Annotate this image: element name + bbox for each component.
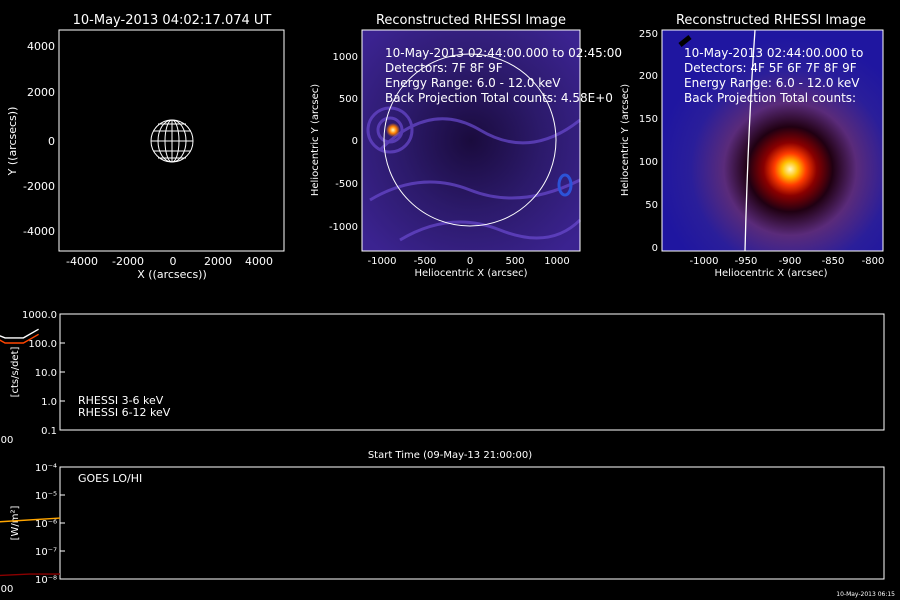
img1-ytick: -1000 (329, 222, 358, 233)
img1-ytick: 1000 (333, 52, 358, 63)
ytick-label: 10⁻⁴ (35, 463, 57, 474)
sun-xlabel: X ((arcsecs)) (137, 268, 207, 281)
goes-lightcurve-plot: 10⁻⁴10⁻⁵10⁻⁶10⁻⁷10⁻⁸22:0000:0002:0004:00… (0, 463, 885, 595)
img1-ytick: -500 (335, 179, 358, 190)
img1-source (386, 123, 400, 137)
rhessi-lightcurve-plot: 1000.0100.010.01.00.122:0000:0002:0004:0… (0, 310, 885, 446)
img1-ytick: 0 (352, 136, 358, 147)
series-line (0, 517, 61, 523)
panel-sun: 10-May-2013 04:02:17.074 UT -4000 -2000 … (6, 13, 285, 281)
img2-xlabel: Heliocentric X (arcsec) (714, 268, 827, 279)
img2-frame (661, 29, 884, 252)
sun-xtick: -4000 (66, 255, 98, 268)
sun-xtick: 4000 (245, 255, 273, 268)
panel-rhessi-image-1: Reconstructed RHESSI Image 10-May-2013 0… (310, 13, 622, 279)
img1-ytick: 500 (339, 94, 358, 105)
img1-ylabel: Heliocentric Y (arcsec) (310, 84, 321, 196)
img1-xtick: 1000 (544, 256, 569, 267)
ytick-label: 1.0 (41, 397, 57, 408)
sun-ytick: -4000 (23, 225, 55, 238)
legend-entry: RHESSI 3-6 keV (78, 394, 164, 407)
img1-xtick: 500 (505, 256, 524, 267)
ytick-label: 0.1 (41, 426, 57, 437)
img1-title: Reconstructed RHESSI Image (376, 13, 566, 28)
img2-line: Back Projection Total counts: (684, 91, 856, 105)
timestamp-stamp: 10-May-2013 06:15 (836, 591, 895, 598)
img2-line: Energy Range: 6.0 - 12.0 keV (684, 76, 860, 90)
sun-xtick: 2000 (204, 255, 232, 268)
sun-ylabel: Y ((arcsecs)) (6, 107, 19, 177)
sun-xtick: 0 (170, 255, 177, 268)
series-line (0, 573, 60, 577)
img2-xtick: -1000 (689, 256, 718, 267)
img2-ytick: 200 (639, 71, 658, 82)
legend-entry: GOES LO/HI (78, 472, 142, 485)
sun-xtick: -2000 (112, 255, 144, 268)
panel-sun-title: 10-May-2013 04:02:17.074 UT (73, 13, 272, 28)
sun-ytick: 4000 (27, 40, 55, 53)
img1-xtick: -1000 (367, 256, 396, 267)
img1-limb (383, 53, 557, 227)
img2-line: 10-May-2013 02:44:00.000 to (684, 46, 863, 60)
plot-frame (59, 313, 885, 431)
img2-xtick: -800 (862, 256, 885, 267)
img2-ytick: 50 (645, 200, 658, 211)
legend-entry: RHESSI 6-12 keV (78, 406, 171, 419)
img2-limb-mark (678, 35, 692, 47)
img1-xtick: 0 (467, 256, 473, 267)
ytick-label: 10⁻⁶ (35, 519, 57, 530)
ytick-label: 10⁻⁵ (35, 491, 57, 502)
ytick-label: 100.0 (28, 339, 57, 350)
ytick-label: 1000.0 (22, 310, 57, 321)
ytick-label: 10⁻⁷ (35, 547, 57, 558)
img2-limb (744, 29, 756, 252)
sun-ytick: -2000 (23, 180, 55, 193)
sun-ytick: 2000 (27, 86, 55, 99)
img2-title: Reconstructed RHESSI Image (676, 13, 866, 28)
panel-rhessi-image-2: Reconstructed RHESSI Image 10-May-2013 0… (620, 13, 884, 279)
sun-globe-icon (150, 119, 194, 163)
xtick-label: 22:00 (0, 435, 13, 446)
img2-ylabel: Heliocentric Y (arcsec) (620, 84, 631, 196)
img2-ytick: 250 (639, 29, 658, 40)
plot-frame (59, 466, 885, 580)
sun-ytick: 0 (48, 135, 55, 148)
img1-line: Back Projection Total counts: 4.58E+0 (385, 91, 613, 105)
img1-fringes (366, 106, 582, 242)
ytick-label: 10⁻⁸ (35, 575, 57, 586)
img1-line: 10-May-2013 02:44:00.000 to 02:45:00 (385, 46, 622, 60)
img2-line: Detectors: 4F 5F 6F 7F 8F 9F (684, 61, 857, 75)
img2-ytick: 0 (652, 243, 658, 254)
img1-frame (361, 29, 581, 252)
img2-xtick: -900 (779, 256, 802, 267)
panel-sun-frame (58, 29, 285, 252)
rhessi-xlabel: Start Time (09-May-13 21:00:00) (368, 450, 532, 461)
img1-xlabel: Heliocentric X (arcsec) (414, 268, 527, 279)
xtick-label: 22:00 (0, 584, 13, 595)
ytick-label: 10.0 (35, 368, 57, 379)
img2-ytick: 100 (639, 157, 658, 168)
img2-map (662, 30, 883, 251)
img2-ytick: 150 (639, 114, 658, 125)
img1-line: Detectors: 7F 8F 9F (385, 61, 503, 75)
img2-xtick: -950 (735, 256, 758, 267)
img2-xtick: -850 (822, 256, 845, 267)
img1-xtick: -500 (414, 256, 437, 267)
plot-ylabel: [W/m²] (10, 505, 21, 540)
img1-line: Energy Range: 6.0 - 12.0 keV (385, 76, 561, 90)
plot-ylabel: [cts/s/det] (10, 347, 21, 398)
